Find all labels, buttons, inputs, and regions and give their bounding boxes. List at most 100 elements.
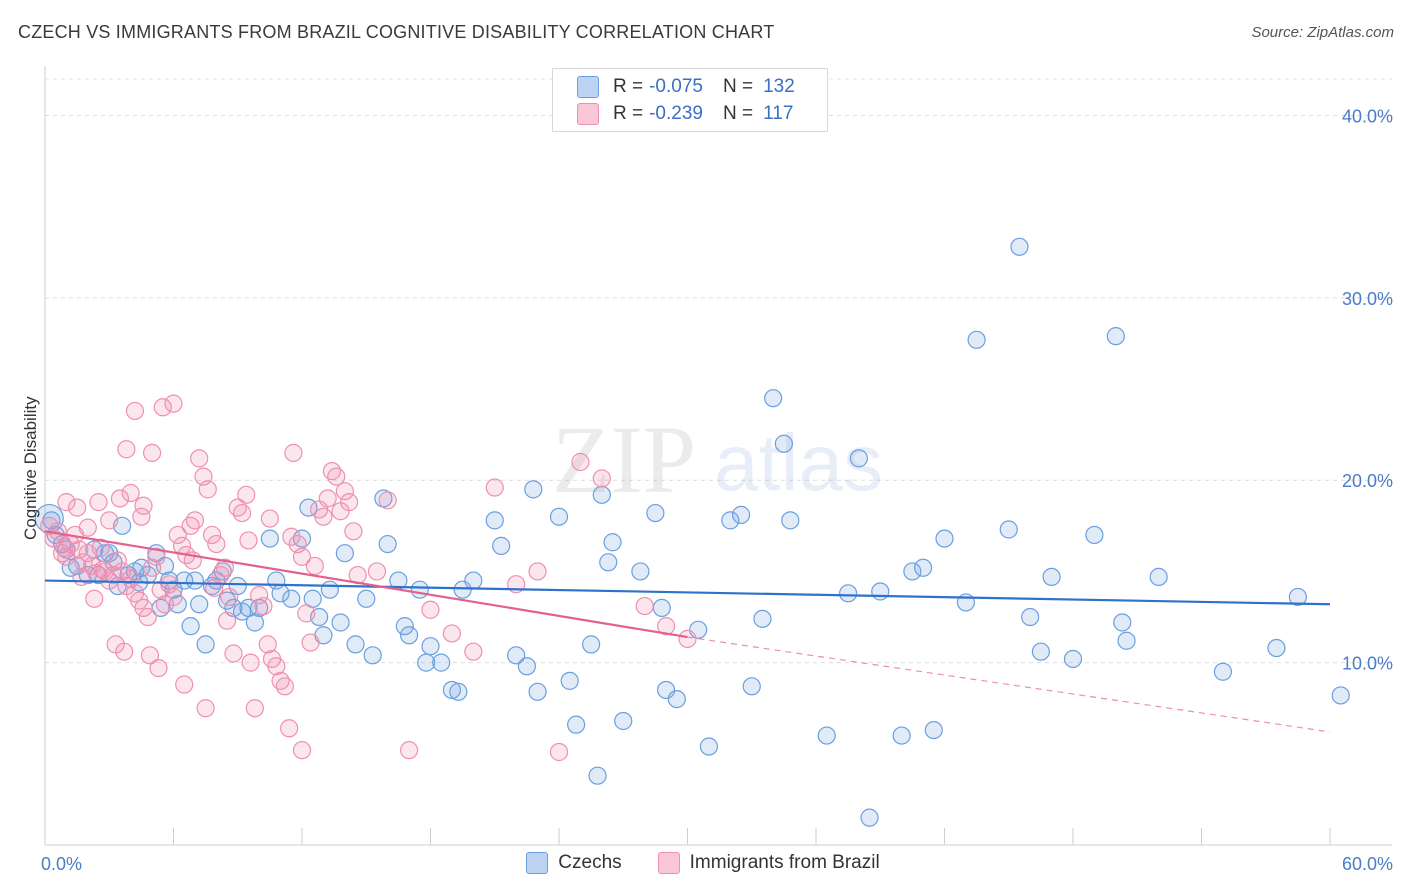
brazil-point xyxy=(592,469,611,488)
czechs-point xyxy=(1042,567,1061,587)
czechs-point xyxy=(331,613,350,632)
czechs-point xyxy=(560,671,579,690)
brazil-point xyxy=(198,480,217,499)
czechs-point xyxy=(839,584,858,603)
czechs-legend-label: Czechs xyxy=(558,852,622,873)
brazil-point xyxy=(305,556,324,576)
brazil-point xyxy=(205,578,224,597)
czechs-swatch xyxy=(577,76,599,98)
watermark: ZIP atlas xyxy=(552,406,883,513)
brazil-point xyxy=(258,635,277,654)
czechs-point xyxy=(817,726,836,745)
brazil-point xyxy=(110,489,130,508)
czechs-point xyxy=(603,533,622,552)
brazil-n-value: 117 xyxy=(763,103,794,124)
czechs-point xyxy=(190,595,209,614)
brazil-point xyxy=(254,596,273,616)
brazil-point xyxy=(549,742,569,762)
legend-item-czechs: Czechs xyxy=(526,852,622,874)
brazil-point xyxy=(153,398,172,417)
brazil-point xyxy=(314,507,333,526)
czechs-n-label: N = xyxy=(722,76,754,97)
series-legend: Czechs Immigrants from Brazil xyxy=(0,852,1406,874)
brazil-point xyxy=(267,657,286,676)
czechs-point xyxy=(442,680,462,700)
czechs-point xyxy=(549,507,569,526)
brazil-point xyxy=(57,493,76,512)
czechs-point xyxy=(464,571,483,590)
legend-row-czechs: R = -0.075 N = 132 xyxy=(577,75,795,99)
brazil-point xyxy=(239,531,258,550)
brazil-swatch xyxy=(577,103,599,125)
czechs-point xyxy=(721,511,740,530)
brazil-point xyxy=(635,596,654,616)
czechs-point xyxy=(567,715,586,734)
brazil-point xyxy=(301,633,320,652)
czechs-point xyxy=(1085,525,1104,545)
czechs-point xyxy=(449,682,468,701)
czechs-point xyxy=(260,529,279,548)
brazil-point xyxy=(260,509,279,528)
czechs-trend-line xyxy=(44,579,1331,606)
brazil-point xyxy=(340,493,359,512)
brazil-point xyxy=(175,675,194,694)
brazil-point xyxy=(250,586,269,605)
brazil-point xyxy=(140,646,160,665)
source-label: Source: ZipAtlas.com xyxy=(1251,24,1394,41)
czechs-point xyxy=(1117,631,1136,650)
brazil-legend-label: Immigrants from Brazil xyxy=(689,852,880,873)
grid-lines xyxy=(45,78,1392,664)
brazil-point xyxy=(220,587,239,607)
brazil-point xyxy=(245,699,264,718)
brazil-point xyxy=(147,547,166,566)
czechs-n-value: 132 xyxy=(763,76,795,97)
brazil-point xyxy=(142,558,162,577)
brazil-r-value: -0.239 xyxy=(649,103,703,124)
czechs-point xyxy=(731,505,751,524)
brazil-point xyxy=(190,449,209,468)
czechs-point xyxy=(363,646,382,665)
x-tick-label: 60.0% xyxy=(1342,854,1393,874)
czechs-point xyxy=(1010,237,1029,256)
watermark-zip: ZIP xyxy=(552,406,696,513)
czechs-point xyxy=(652,598,671,618)
czechs-legend-swatch xyxy=(526,852,549,874)
brazil-point xyxy=(164,587,183,607)
y-tick-label: 40.0% xyxy=(1342,106,1393,126)
brazil-point xyxy=(232,503,252,523)
czechs-point xyxy=(421,637,440,656)
brazil-point xyxy=(91,538,110,557)
czechs-point xyxy=(320,580,339,599)
czechs-point xyxy=(517,657,536,676)
brazil-point xyxy=(132,507,151,526)
czechs-point xyxy=(399,626,419,645)
czechs-point xyxy=(892,726,911,745)
czechs-point xyxy=(245,613,264,632)
brazil-point xyxy=(215,558,234,577)
czechs-point xyxy=(1031,642,1050,661)
brazil-point xyxy=(241,653,260,672)
czechs-point xyxy=(582,635,601,654)
czechs-point xyxy=(588,766,607,785)
czechs-point xyxy=(1267,638,1286,658)
brazil-point xyxy=(217,611,237,630)
brazil-point xyxy=(149,658,168,678)
brazil-point xyxy=(168,525,187,545)
brazil-point xyxy=(367,562,387,581)
brazil-point xyxy=(327,467,346,486)
brazil-point xyxy=(78,518,97,537)
czechs-point xyxy=(507,646,526,665)
czechs-point xyxy=(646,503,665,523)
brazil-point xyxy=(335,482,354,501)
brazil-r-label: R = xyxy=(613,103,644,124)
czechs-point xyxy=(699,737,719,756)
czechs-point xyxy=(378,534,397,554)
czechs-point xyxy=(614,711,633,731)
brazil-n-label: N = xyxy=(722,103,754,124)
brazil-point xyxy=(282,527,301,546)
czechs-point xyxy=(1021,607,1040,627)
brazil-point xyxy=(115,642,134,661)
legend-row-brazil: R = -0.239 N = 117 xyxy=(577,102,793,126)
y-tick-label: 20.0% xyxy=(1342,471,1393,491)
